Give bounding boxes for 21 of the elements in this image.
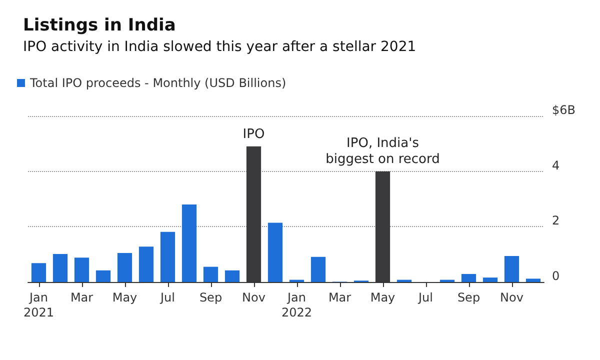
y-tick-label: 2 [552, 214, 560, 228]
y-tick-label: 4 [552, 158, 560, 172]
chart-title: Listings in India [23, 16, 176, 36]
chart-subtitle: IPO activity in India slowed this year after a stellar 2021 [23, 39, 416, 55]
legend-label: Total IPO proceeds - Monthly (USD Billions) [29, 76, 286, 90]
annotation: IPO, India's biggest on record [326, 136, 440, 167]
x-tick-label: Nov [242, 290, 266, 304]
x-tick-label: Jan 2022 [281, 290, 312, 320]
x-tick-label: Jan 2021 [23, 290, 54, 320]
x-tick-label: Mar [328, 290, 352, 304]
x-tick-label: May [112, 290, 138, 304]
x-tick-label: May [370, 290, 396, 304]
y-tick-label: 0 [552, 269, 560, 283]
x-tick-label: Nov [500, 290, 524, 304]
x-tick-label: Jul [418, 290, 433, 304]
x-tick-label: Sep [199, 290, 222, 304]
x-tick-label: Sep [457, 290, 480, 304]
x-tick-label: Jul [160, 290, 175, 304]
x-tick-label: Mar [70, 290, 94, 304]
y-tick-label: $6B [552, 103, 576, 117]
annotation: IPO [242, 126, 265, 142]
